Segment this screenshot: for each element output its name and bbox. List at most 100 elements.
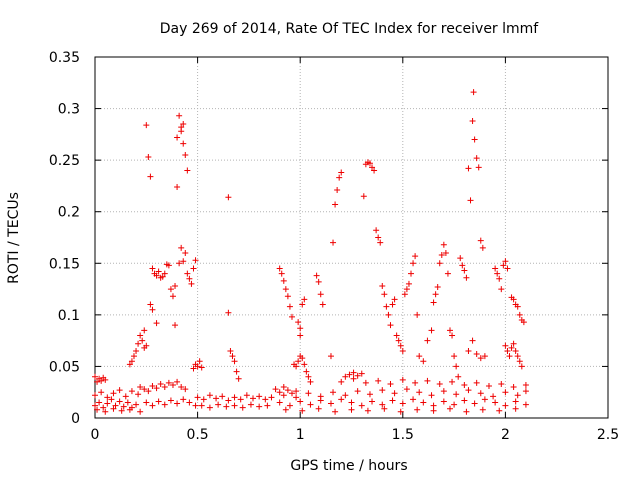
data-point: [449, 378, 456, 385]
data-point: [239, 404, 246, 411]
plot-area-frame: [94, 56, 609, 419]
data-point: [174, 134, 181, 141]
data-point: [338, 396, 345, 403]
data-point: [348, 399, 355, 406]
data-point: [102, 408, 109, 415]
data-point: [116, 398, 123, 405]
data-point: [96, 399, 103, 406]
data-point: [514, 303, 521, 310]
data-point: [143, 342, 150, 349]
data-point: [451, 353, 458, 360]
data-point: [428, 327, 435, 334]
data-point: [122, 393, 129, 400]
data-point: [385, 311, 392, 318]
data-point: [145, 154, 152, 161]
data-point: [233, 368, 240, 375]
data-point: [256, 393, 263, 400]
data-point: [184, 167, 191, 174]
data-point: [477, 390, 484, 397]
data-point: [451, 401, 458, 408]
data-point: [518, 363, 525, 370]
data-point: [174, 378, 181, 385]
data-point: [317, 393, 324, 400]
data-point: [383, 303, 390, 310]
data-point: [506, 353, 513, 360]
data-point: [196, 358, 203, 365]
data-point: [473, 155, 480, 162]
data-point: [395, 337, 402, 344]
data-point: [375, 234, 382, 241]
data-point: [182, 249, 189, 256]
data-point: [288, 390, 295, 397]
data-point: [198, 402, 205, 409]
data-point: [440, 388, 447, 395]
data-point: [334, 187, 341, 194]
data-point: [165, 262, 172, 269]
data-point: [272, 386, 279, 393]
data-point: [180, 140, 187, 147]
data-point: [360, 193, 367, 200]
data-point: [192, 402, 199, 409]
data-point: [149, 383, 156, 390]
data-point: [391, 296, 398, 303]
data-point: [319, 301, 326, 308]
data-point: [157, 380, 164, 387]
data-point: [432, 291, 439, 298]
x-tick-label: 0.5: [186, 427, 208, 443]
data-point: [167, 397, 174, 404]
data-point: [295, 319, 302, 326]
data-point: [198, 364, 205, 371]
x-tick-label: 1: [296, 427, 305, 443]
data-point: [354, 388, 361, 395]
data-point: [342, 392, 349, 399]
data-point: [116, 387, 123, 394]
data-point: [133, 347, 140, 354]
data-point: [172, 322, 179, 329]
data-point: [112, 402, 119, 409]
data-point: [430, 407, 437, 414]
data-point: [167, 286, 174, 293]
data-point: [278, 270, 285, 277]
data-point: [465, 387, 472, 394]
data-point: [391, 390, 398, 397]
data-point: [147, 301, 154, 308]
data-point: [436, 260, 443, 267]
data-point: [137, 332, 144, 339]
data-point: [457, 255, 464, 262]
data-point: [153, 272, 160, 279]
data-point: [330, 389, 337, 396]
data-point: [176, 260, 183, 267]
data-point: [141, 327, 148, 334]
data-point: [342, 373, 349, 380]
data-point: [282, 406, 289, 413]
data-point: [247, 401, 254, 408]
data-point: [492, 399, 499, 406]
data-point: [397, 408, 404, 415]
data-point: [155, 398, 162, 405]
x-tick-label: 1.5: [392, 427, 414, 443]
data-points: [92, 89, 529, 415]
data-point: [408, 270, 415, 277]
data-point: [393, 332, 400, 339]
data-point: [424, 337, 431, 344]
data-point: [463, 408, 470, 415]
data-point: [200, 396, 207, 403]
data-point: [514, 353, 521, 360]
data-point: [94, 406, 101, 413]
data-point: [516, 311, 523, 318]
data-point: [124, 399, 131, 406]
data-point: [496, 275, 503, 282]
data-point: [512, 398, 519, 405]
data-point: [467, 197, 474, 204]
data-point: [508, 344, 515, 351]
data-point: [180, 396, 187, 403]
data-point: [358, 402, 365, 409]
data-point: [178, 124, 185, 131]
data-point: [137, 408, 144, 415]
data-point: [522, 401, 529, 408]
data-point: [514, 392, 521, 399]
data-point: [297, 332, 304, 339]
data-point: [475, 164, 482, 171]
x-tick-label: 0: [91, 427, 100, 443]
data-point: [381, 405, 388, 412]
